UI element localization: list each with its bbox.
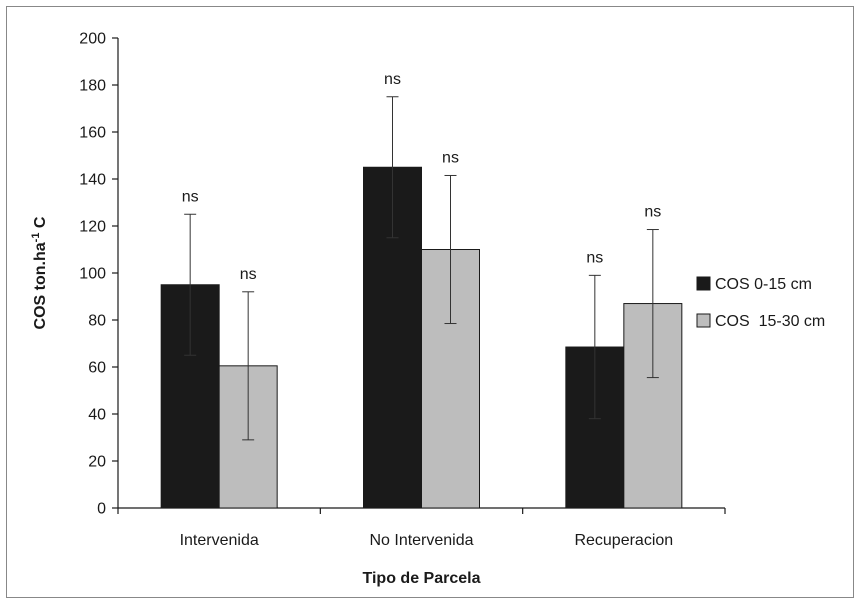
- y-tick-label: 20: [88, 454, 106, 471]
- bars: [160, 166, 683, 509]
- x-axis-title: Tipo de Parcela: [363, 570, 481, 587]
- legend-swatch: [696, 313, 711, 328]
- y-axis-ticks: 0 20 40 60 80 100 120 140 160 180 200: [79, 31, 118, 518]
- significance-label: ns: [586, 249, 603, 266]
- y-axis-title-base: COS ton.ha: [32, 242, 49, 329]
- x-axis-ticks: Intervenida No Intervenida Recuperacion: [117, 508, 726, 549]
- error-bars: [184, 96, 659, 441]
- x-tick-label: No Intervenida: [369, 532, 473, 549]
- legend-label: COS 0-15 cm: [715, 276, 812, 293]
- significance-label: ns: [442, 149, 459, 166]
- y-tick-label: 180: [79, 78, 106, 95]
- y-tick-label: 100: [79, 266, 106, 283]
- y-tick-label: 80: [88, 313, 106, 330]
- y-tick-label: 120: [79, 219, 106, 236]
- y-tick-label: 40: [88, 407, 106, 424]
- y-tick-label: 140: [79, 172, 106, 189]
- significance-label: ns: [384, 71, 401, 88]
- x-tick-label: Recuperacion: [574, 532, 673, 549]
- legend: COS 0-15 cm COS 15-30 cm: [696, 276, 825, 330]
- y-axis-title: COS ton.ha-1 C: [30, 216, 49, 329]
- y-axis-title-superscript: -1: [30, 233, 42, 243]
- legend-label: COS 15-30 cm: [715, 313, 825, 330]
- significance-annotations: ns ns ns ns ns ns: [182, 71, 662, 283]
- legend-swatch: [696, 276, 711, 291]
- significance-label: ns: [644, 204, 661, 221]
- significance-label: ns: [240, 266, 257, 283]
- y-axis-title-tail: C: [32, 216, 49, 232]
- y-tick-label: 60: [88, 360, 106, 377]
- y-tick-label: 0: [97, 501, 106, 518]
- x-tick-label: Intervenida: [180, 532, 259, 549]
- y-tick-label: 200: [79, 31, 106, 48]
- significance-label: ns: [182, 188, 199, 205]
- y-tick-label: 160: [79, 125, 106, 142]
